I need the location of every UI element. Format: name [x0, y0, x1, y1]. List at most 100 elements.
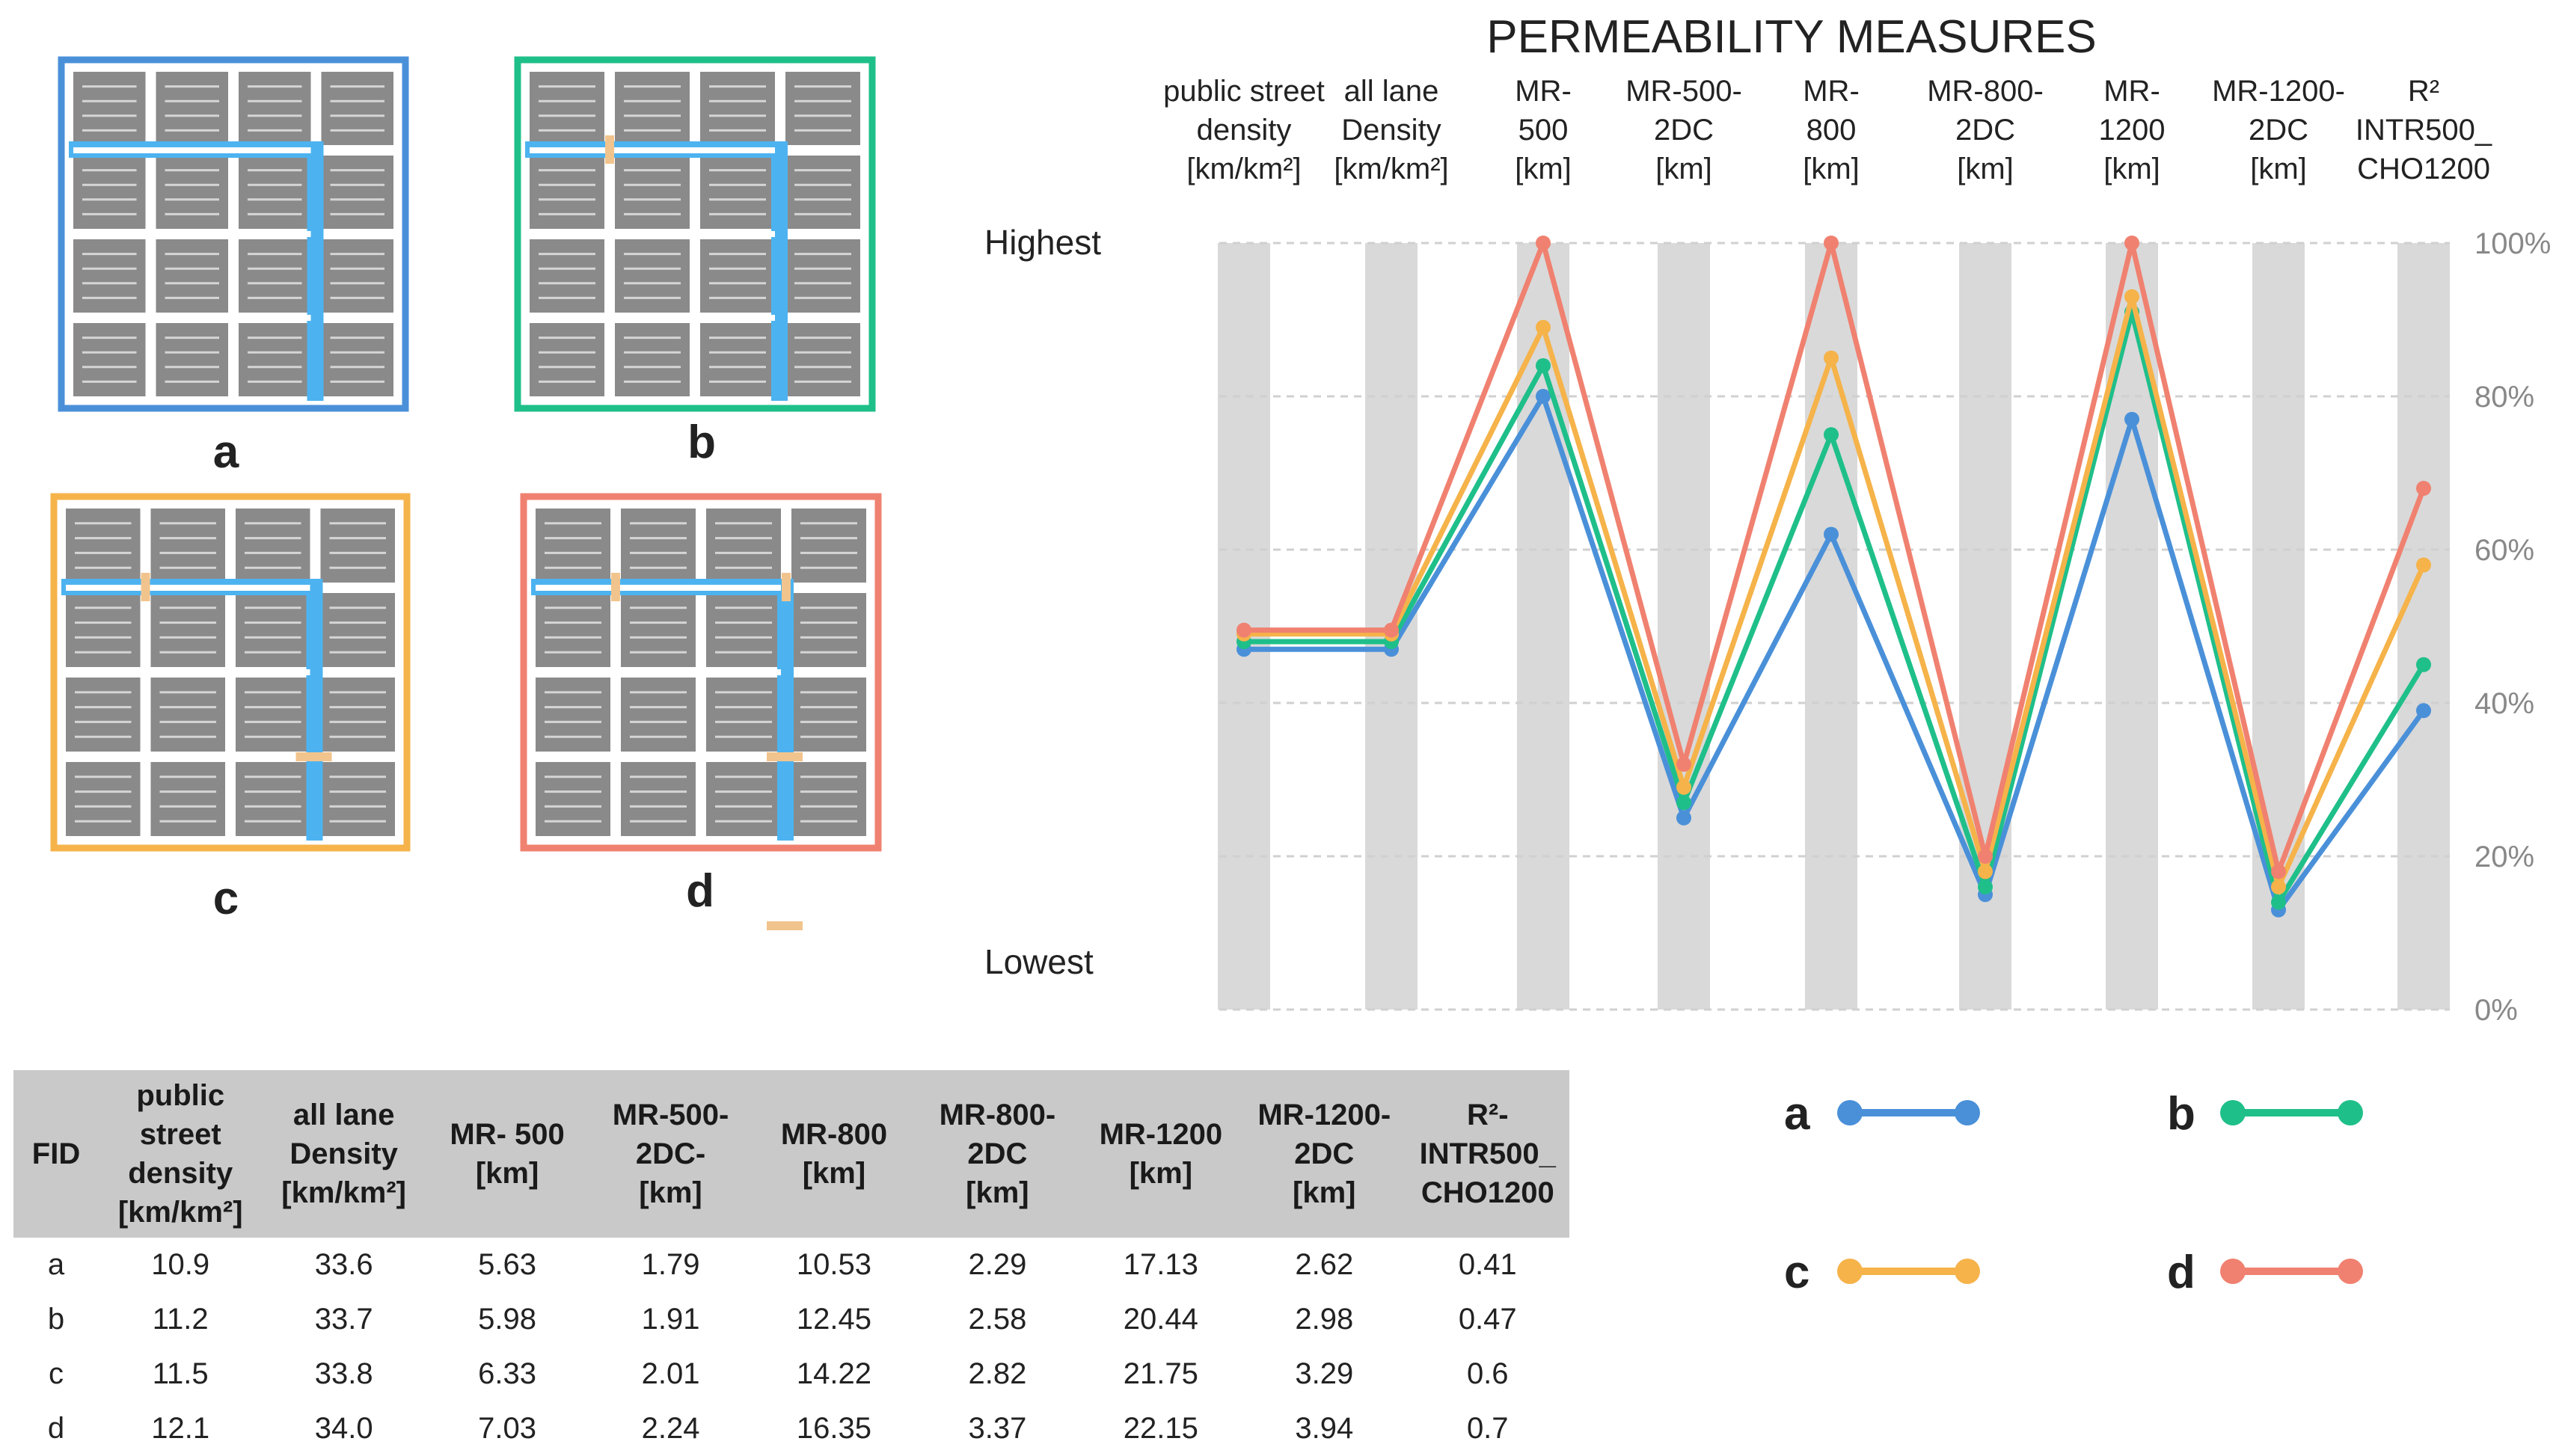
x-category-label-line: [km/km²] [1186, 153, 1301, 185]
city-block [321, 323, 393, 396]
x-category-label-line: CHO1200 [2357, 153, 2490, 185]
data-point-a [2124, 411, 2139, 427]
cell-mr-500: 6.33 [478, 1357, 537, 1390]
city-block [66, 593, 141, 667]
city-block [66, 762, 141, 836]
city-block [785, 239, 860, 313]
gate-marker [767, 921, 803, 930]
x-category-label: MR- 500 [km] [1515, 75, 1572, 185]
cell-mr-800: 12.45 [796, 1303, 872, 1336]
legend-label: c [1784, 1247, 1809, 1298]
cell-mr-500-2dc: 1.91 [641, 1303, 700, 1336]
city-block [791, 678, 866, 752]
chart-title: PERMEABILITY MEASURES [1486, 11, 2096, 63]
legend-item-d: d [2167, 1247, 2363, 1298]
diagram-label: a [213, 426, 239, 478]
city-block [615, 239, 690, 313]
y-label-highest: Highest [984, 223, 1101, 262]
city-block [73, 323, 146, 396]
cell-public-street-density: 11.5 [152, 1357, 209, 1390]
x-category-label: R² INTR500_ CHO1200 [2356, 75, 2492, 185]
city-block [615, 72, 690, 145]
cell-r2: 0.7 [1466, 1412, 1509, 1445]
cell-fid: c [49, 1357, 64, 1390]
header-mr-1200-2dc: MR-1200- 2DC [km] [1242, 1070, 1406, 1238]
gate-marker [782, 573, 791, 601]
city-block [156, 156, 228, 229]
legend-item-c: c [1784, 1247, 1980, 1298]
category-bands [1218, 243, 2450, 1010]
data-point-d [1236, 622, 1251, 638]
city-block [156, 72, 228, 145]
city-block [73, 156, 146, 229]
cell-mr-800: 14.22 [796, 1357, 872, 1390]
diagram-c: c [50, 493, 411, 924]
series-d [1236, 236, 2431, 879]
cell-mr-500-2dc: 2.01 [641, 1357, 700, 1390]
city-block [700, 156, 775, 229]
x-category-label-line: MR- [2103, 75, 2160, 108]
city-block [706, 593, 781, 667]
legend-item-b: b [2167, 1088, 2363, 1140]
header-mr-800-2dc: MR-800- 2DC [km] [916, 1070, 1079, 1238]
cell-mr-1200-2dc: 3.94 [1295, 1412, 1354, 1445]
x-category-label-line: MR- [1803, 75, 1860, 108]
legend-swatch-dot [1955, 1259, 1980, 1284]
city-block [239, 156, 311, 229]
city-block [615, 323, 690, 396]
city-block [536, 762, 610, 836]
city-block [239, 323, 311, 396]
x-category-label: all lane Density [km/km²] [1334, 75, 1448, 185]
x-category-label-line: 500 [1518, 114, 1569, 147]
data-point-b [2271, 894, 2286, 910]
table-header-row: FID public street density [km/km²] all l… [13, 1070, 1569, 1238]
data-point-a [1824, 526, 1839, 542]
city-block [785, 323, 860, 396]
city-block [791, 509, 866, 583]
x-category-label-line: [km/km²] [1334, 153, 1448, 185]
x-category-label-line: [km] [2103, 153, 2160, 185]
data-point-c [2271, 879, 2286, 894]
header-public-street-density: public street density [km/km²] [99, 1070, 263, 1238]
data-point-d [2416, 481, 2431, 496]
x-category-label-line: MR-800- [1927, 75, 2044, 108]
data-point-c [1536, 319, 1551, 335]
cell-mr-500-2dc: 2.24 [641, 1412, 700, 1445]
city-block [66, 509, 141, 583]
data-point-c [2124, 289, 2139, 304]
city-block [536, 509, 610, 583]
cell-mr-500-2dc: 1.79 [641, 1248, 700, 1281]
legend-swatch-dot [1837, 1100, 1863, 1125]
city-block [156, 239, 228, 313]
gate-marker [767, 752, 803, 761]
city-block [700, 72, 775, 145]
cell-mr-1200-2dc: 3.29 [1295, 1357, 1354, 1390]
gate-marker [611, 573, 620, 601]
cell-public-street-density: 11.2 [152, 1303, 209, 1336]
cell-mr-800: 10.53 [796, 1248, 872, 1281]
city-block [150, 678, 225, 752]
y-tick-label: 100% [2474, 227, 2551, 260]
data-point-c [2416, 557, 2431, 573]
city-block [320, 509, 395, 583]
x-category-label: MR-1200- 2DC [km] [2212, 75, 2345, 185]
cell-mr-800-2dc: 2.58 [968, 1303, 1027, 1336]
city-block [621, 509, 696, 583]
x-category-label: public street density [km/km²] [1163, 75, 1325, 185]
city-block [320, 678, 395, 752]
cell-mr-500: 7.03 [478, 1412, 537, 1445]
city-block [615, 156, 690, 229]
legend-swatch-dot [2220, 1100, 2246, 1125]
y-tick-label: 60% [2474, 534, 2534, 567]
cell-public-street-density: 10.9 [151, 1248, 210, 1281]
y-tick-labels: 100% 80% 60% 40% 20% 0% [2474, 227, 2551, 1027]
city-block [321, 156, 393, 229]
street-layout-diagrams: a b c d [50, 56, 882, 930]
y-tick-label: 80% [2474, 381, 2534, 414]
x-category-label-line: 1200 [2099, 114, 2166, 147]
category-band [1658, 243, 1710, 1010]
data-point-d [1384, 622, 1399, 638]
city-block [239, 239, 311, 313]
city-block [785, 72, 860, 145]
city-block [239, 72, 311, 145]
